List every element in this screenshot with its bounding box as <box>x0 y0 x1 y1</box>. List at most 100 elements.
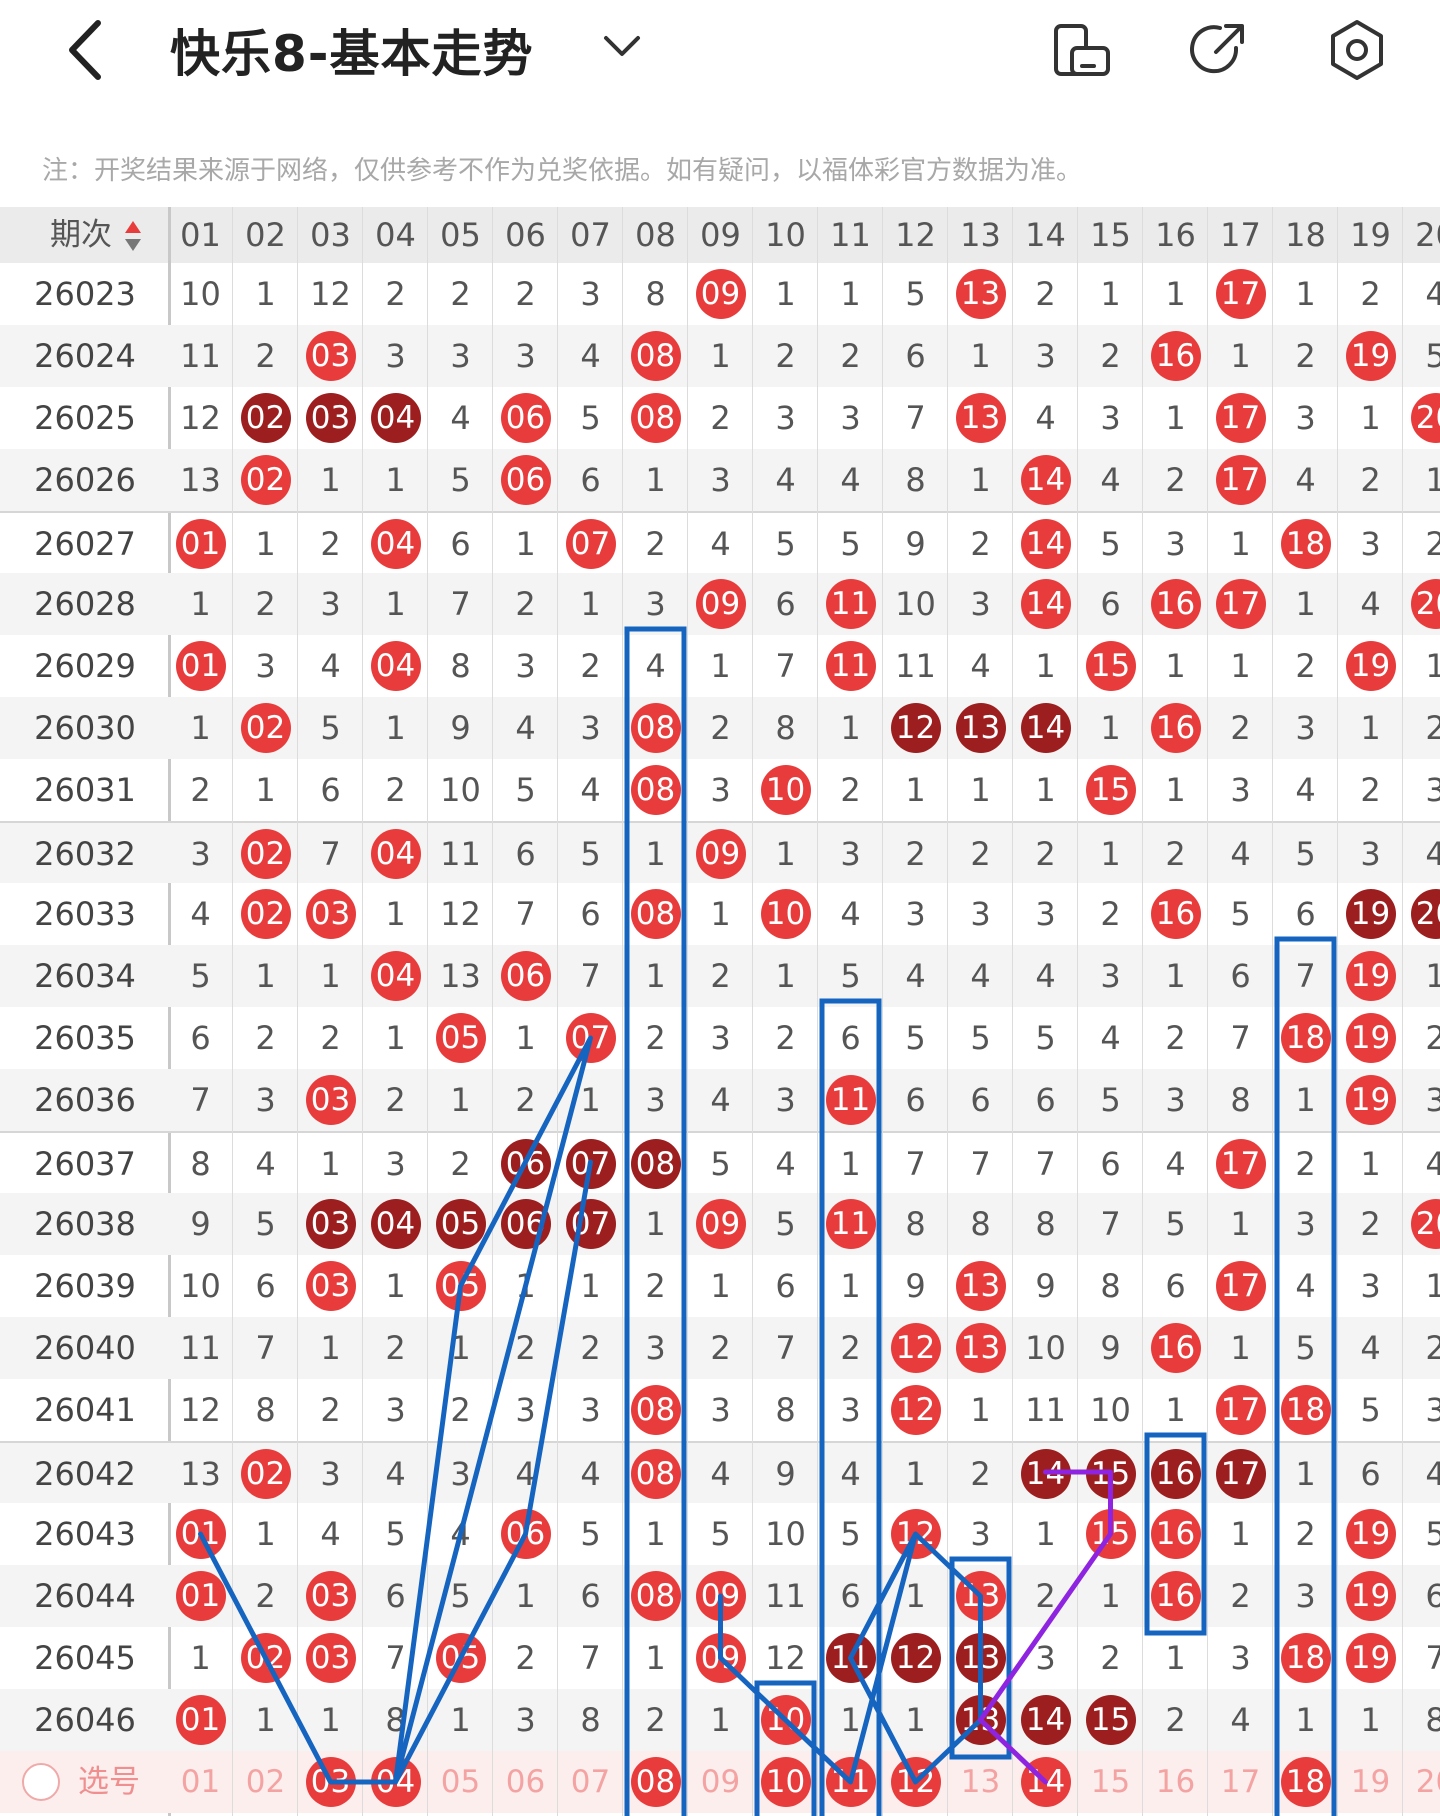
table-cell-hit: 17 <box>1208 1133 1273 1195</box>
table-cell-miss: 2 <box>1035 1577 1056 1615</box>
table-cell-hit: 06 <box>493 387 558 449</box>
select-cell-01[interactable]: 01 <box>180 1764 221 1800</box>
table-cell-miss: 5 <box>905 1019 926 1057</box>
select-cell-03[interactable]: 03 <box>298 1751 363 1813</box>
settings-gear-icon[interactable] <box>1325 18 1389 82</box>
share-icon[interactable] <box>1186 18 1250 82</box>
select-cell-14[interactable]: 14 <box>1013 1751 1078 1813</box>
table-cell-hit: 09 <box>688 823 753 885</box>
table-cell-hit: 15 <box>1078 1689 1143 1751</box>
number-ball: 16 <box>1150 331 1201 381</box>
table-cell-miss: 8 <box>775 1391 796 1429</box>
select-cell-12[interactable]: 12 <box>883 1751 948 1813</box>
table-cell-miss: 2 <box>385 1329 406 1367</box>
table-cell-miss: 1 <box>1230 1515 1251 1553</box>
table-cell-miss: 2 <box>710 957 731 995</box>
table-cell-miss: 3 <box>1035 1639 1056 1677</box>
table-cell-hit: 02 <box>233 1627 298 1689</box>
table-cell-miss: 1 <box>1230 1205 1251 1243</box>
select-cell-02[interactable]: 02 <box>245 1764 286 1800</box>
table-cell-miss: 4 <box>1035 399 1056 437</box>
number-ball: 03 <box>305 331 356 381</box>
table-cell-miss: 6 <box>1100 585 1121 623</box>
phone-rotate-icon[interactable] <box>1050 18 1114 82</box>
table-cell-miss: 10 <box>1090 1391 1131 1429</box>
table-cell-miss: 4 <box>905 957 926 995</box>
table-cell-miss: 7 <box>775 1329 796 1367</box>
table-cell-hit: 08 <box>623 697 688 759</box>
column-header-10: 10 <box>765 216 806 254</box>
period-header[interactable]: 期次 <box>0 207 170 263</box>
table-row: 26030 1 02 5 1 9 4 3 08 2 8 1 12 13 14 1 16 2 3 1 2 <box>0 697 1440 759</box>
period-number: 26025 <box>34 399 136 437</box>
number-ball: 03 <box>305 889 356 939</box>
table-row: 26028123172130961110314616171420 <box>0 573 1440 635</box>
table-cell-hit: 12 <box>883 1627 948 1689</box>
back-arrow-icon[interactable] <box>60 15 110 85</box>
table-cell-miss: 5 <box>190 957 211 995</box>
table-cell-miss: 1 <box>1425 957 1440 995</box>
number-ball: 13 <box>955 1571 1006 1621</box>
table-cell-miss: 2 <box>840 771 861 809</box>
select-cell-06[interactable]: 06 <box>505 1764 546 1800</box>
select-cell-18[interactable]: 18 <box>1273 1751 1338 1813</box>
table-cell-miss: 2 <box>1100 895 1121 933</box>
table-cell-miss: 1 <box>840 1701 861 1739</box>
table-row: 26037 8 4 1 3 2 06 07 08 5 4 1 7 7 7 6 4 17 2 1 4 <box>0 1131 1440 1193</box>
number-ball: 06 <box>500 951 551 1001</box>
select-radio[interactable] <box>22 1763 60 1801</box>
table-cell-miss: 8 <box>645 275 666 313</box>
table-cell-hit: 06 <box>493 449 558 511</box>
grid-line <box>817 207 818 1816</box>
number-ball: 02 <box>240 1633 291 1683</box>
table-cell-miss: 4 <box>710 525 731 563</box>
select-cell-11[interactable]: 11 <box>818 1751 883 1813</box>
select-cell-10[interactable]: 10 <box>753 1751 818 1813</box>
table-cell-miss: 2 <box>1425 1329 1440 1367</box>
select-cell-16[interactable]: 16 <box>1155 1764 1196 1800</box>
select-cell-13[interactable]: 13 <box>960 1764 1001 1800</box>
table-cell-hit: 19 <box>1338 1069 1403 1131</box>
table-cell-hit: 05 <box>428 1007 493 1069</box>
table-cell-miss: 2 <box>840 1329 861 1367</box>
select-cell-09[interactable]: 09 <box>700 1764 741 1800</box>
select-cell-04[interactable]: 04 <box>363 1751 428 1813</box>
number-ball: 11 <box>825 1199 876 1249</box>
select-cell-17[interactable]: 17 <box>1220 1764 1261 1800</box>
table-cell-miss: 4 <box>580 1455 601 1493</box>
table-cell-miss: 4 <box>1425 835 1440 873</box>
select-cell-19[interactable]: 19 <box>1350 1764 1391 1800</box>
number-ball: 18 <box>1280 519 1331 569</box>
table-cell-miss: 7 <box>1035 1145 1056 1183</box>
period-number: 26045 <box>34 1639 136 1677</box>
table-cell-miss: 1 <box>1230 1329 1251 1367</box>
table-cell-miss: 1 <box>970 1391 991 1429</box>
sort-icon[interactable] <box>124 219 142 253</box>
table-cell-hit: 03 <box>298 387 363 449</box>
table-cell-miss: 3 <box>1165 525 1186 563</box>
table-cell-miss: 4 <box>450 399 471 437</box>
select-cell-20[interactable]: 20 <box>1415 1764 1440 1800</box>
chevron-down-icon[interactable] <box>600 28 644 64</box>
table-cell-hit: 11 <box>818 1193 883 1255</box>
table-cell-miss: 3 <box>1360 525 1381 563</box>
select-cell-08[interactable]: 08 <box>623 1751 688 1813</box>
table-cell-miss: 1 <box>255 771 276 809</box>
grid-line <box>687 207 688 1816</box>
number-ball: 18 <box>1280 1633 1331 1683</box>
select-cell-15[interactable]: 15 <box>1090 1764 1131 1800</box>
table-cell-hit: 20 <box>1403 387 1440 449</box>
table-cell-hit: 14 <box>1013 1689 1078 1751</box>
header-bar: 快乐8-基本走势 <box>0 0 1440 110</box>
number-ball: 02 <box>240 455 291 505</box>
select-cell-05[interactable]: 05 <box>440 1764 481 1800</box>
table-cell-miss: 2 <box>320 525 341 563</box>
grid-line <box>1142 207 1143 1816</box>
table-cell-hit: 20 <box>1403 1193 1440 1255</box>
select-cell-07[interactable]: 07 <box>570 1764 611 1800</box>
table-cell-miss: 5 <box>1360 1391 1381 1429</box>
number-ball: 02 <box>240 829 291 879</box>
table-cell-miss: 4 <box>1360 1329 1381 1367</box>
table-cell-miss: 1 <box>1165 957 1186 995</box>
table-cell-miss: 2 <box>385 1081 406 1119</box>
